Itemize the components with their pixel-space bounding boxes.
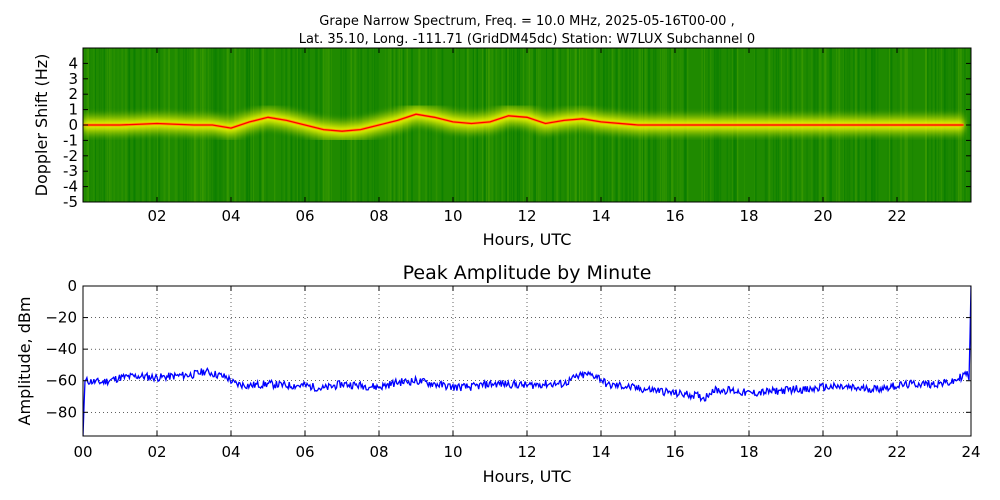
amplitude-x-tick-label: 06 <box>295 443 314 461</box>
spectrogram-x-tick-label: 18 <box>739 207 758 225</box>
spectrogram-x-tick-label: 16 <box>665 207 684 225</box>
amplitude-x-tick-label: 20 <box>813 443 832 461</box>
spectrogram-x-tick-label: 10 <box>443 207 462 225</box>
spectrogram-x-tick-label: 22 <box>887 207 906 225</box>
spectrogram-y-tick-label: -2 <box>63 147 78 165</box>
spectrogram-x-tick-label: 02 <box>147 207 166 225</box>
amplitude-y-tick-label: 0 <box>67 277 77 295</box>
amplitude-y-ticks: 0 −20 −40 −60 −80 <box>45 277 971 421</box>
amplitude-x-tick-label: 00 <box>73 443 92 461</box>
amplitude-plot-area <box>83 286 971 436</box>
spectrum-title-line1: Grape Narrow Spectrum, Freq. = 10.0 MHz,… <box>319 14 734 29</box>
spectrogram-y-tick-label: -5 <box>63 193 78 211</box>
spectrogram-x-ticks: 02 04 06 08 10 12 14 16 18 20 22 <box>147 48 907 225</box>
spectrogram-x-tick-label: 04 <box>221 207 240 225</box>
amplitude-x-tick-label: 04 <box>221 443 240 461</box>
amplitude-x-tick-label: 24 <box>961 443 980 461</box>
amplitude-y-tick-label: −20 <box>45 309 77 327</box>
spectrogram-x-axis-label: Hours, UTC <box>483 230 572 249</box>
spectrogram-y-axis-label: Doppler Shift (Hz) <box>32 54 51 197</box>
amplitude-grid <box>83 286 971 436</box>
spectrogram-y-tick-label: -3 <box>63 162 78 180</box>
amplitude-x-tick-label: 12 <box>517 443 536 461</box>
spectrogram-x-tick-label: 14 <box>591 207 610 225</box>
spectrogram-y-tick-label: -1 <box>63 131 78 149</box>
amplitude-line <box>83 286 971 436</box>
amplitude-x-tick-label: 18 <box>739 443 758 461</box>
spectrogram-x-tick-label: 20 <box>813 207 832 225</box>
amplitude-x-tick-label: 10 <box>443 443 462 461</box>
spectrogram-x-tick-label: 06 <box>295 207 314 225</box>
amplitude-y-tick-label: −40 <box>45 340 77 358</box>
amplitude-y-tick-label: −60 <box>45 372 77 390</box>
amplitude-x-ticks: 00 02 04 06 08 10 12 14 16 18 20 22 24 <box>73 286 981 461</box>
amplitude-title: Peak Amplitude by Minute <box>403 262 652 284</box>
spectrogram-y-tick-label: 3 <box>68 70 78 88</box>
amplitude-x-axis-label: Hours, UTC <box>483 467 572 486</box>
amplitude-y-axis-label: Amplitude, dBm <box>15 297 34 426</box>
spectrogram-y-tick-label: -4 <box>63 178 78 196</box>
spectrogram-y-tick-label: 0 <box>68 116 78 134</box>
amplitude-x-tick-label: 08 <box>369 443 388 461</box>
amplitude-x-tick-label: 16 <box>665 443 684 461</box>
carrier-line <box>83 113 964 132</box>
spectrogram-carrier-trace <box>83 112 964 133</box>
noise-column <box>963 48 966 202</box>
spectrogram-y-tick-label: 4 <box>68 54 78 72</box>
amplitude-x-tick-label: 02 <box>147 443 166 461</box>
amplitude-x-tick-label: 22 <box>887 443 906 461</box>
amplitude-y-tick-label: −80 <box>45 403 77 421</box>
amplitude-x-tick-label: 14 <box>591 443 610 461</box>
amplitude-series <box>83 286 971 436</box>
spectrogram-y-tick-label: 2 <box>68 85 78 103</box>
spectrogram-x-tick-label: 08 <box>369 207 388 225</box>
spectrogram-y-tick-label: 1 <box>68 101 78 119</box>
spectrum-title-line2: Lat. 35.10, Long. -111.71 (GridDM45dc) S… <box>299 32 755 47</box>
spectrogram-x-tick-label: 12 <box>517 207 536 225</box>
